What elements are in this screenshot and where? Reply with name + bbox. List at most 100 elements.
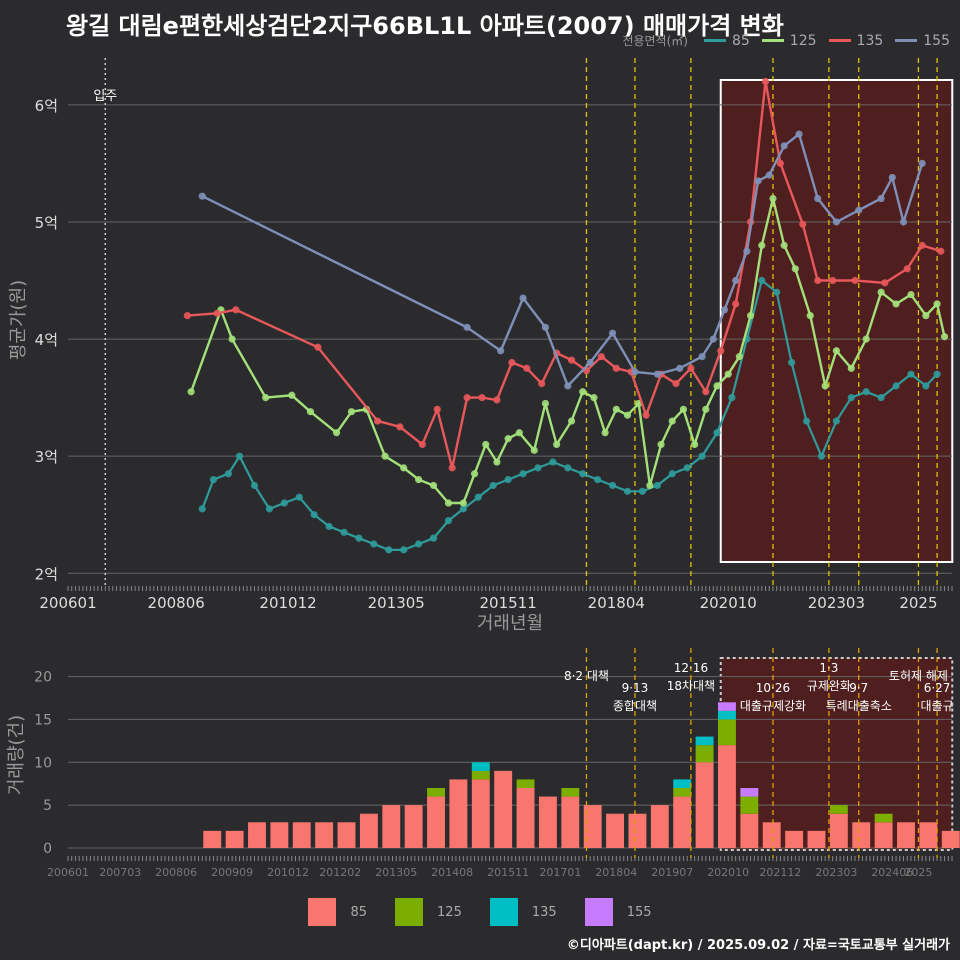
data-point-85 [265,505,274,513]
data-point-135 [213,309,221,317]
y-tick-label: 15 [34,712,52,728]
data-point-135 [538,379,546,388]
data-point-155 [765,171,773,179]
y-axis-label: 거래량(건) [6,715,27,795]
y-tick-label: 10 [34,755,52,771]
x-tick-label: 201701 [539,866,581,879]
data-point-135 [396,423,404,431]
data-point-135 [314,343,322,351]
data-point-125 [400,464,408,472]
data-point-125 [847,364,855,372]
data-point-135 [232,306,240,314]
policy-event-label: 특례대출축소 [826,699,892,713]
bottom-legend-item-85: 85 [308,898,367,926]
bottom-legend-item-125: 125 [395,898,462,926]
data-point-135 [567,356,576,364]
data-point-85 [385,546,393,554]
data-point-125 [288,391,296,399]
data-point-125 [862,335,870,343]
data-point-135 [702,388,710,396]
volume-bar-125 [427,788,445,797]
data-point-85 [549,458,557,466]
data-point-125 [504,435,512,443]
volume-bar-85 [516,788,535,848]
data-point-155 [814,194,822,203]
volume-bar-85 [583,805,602,848]
data-point-155 [698,353,706,361]
data-point-155 [709,335,717,343]
policy-event-label: 대출규 [921,699,954,713]
data-point-125 [187,388,195,396]
x-tick-label: 200909 [211,866,253,879]
volume-bar-85 [673,796,692,848]
page-title: 왕길 대림e편한세상검단2지구66BL1L 아파트(2007) 매매가격 변화 [66,12,784,40]
volume-bar-85 [561,796,580,848]
data-point-85 [209,476,218,484]
volume-bar-85 [897,822,915,848]
data-point-85 [474,493,482,501]
legend-swatch [584,898,613,926]
data-point-155 [497,347,505,355]
data-point-85 [728,394,736,402]
volume-bar-125 [471,770,490,780]
data-point-85 [400,546,408,554]
data-point-155 [608,329,617,337]
data-point-125 [553,440,561,449]
data-point-125 [769,194,777,203]
data-point-85 [250,481,259,490]
x-tick-label: 2025 [899,594,937,612]
x-tick-label: 201511 [487,866,529,879]
x-tick-label: 202010 [707,866,749,879]
data-point-85 [922,382,930,390]
data-point-125 [668,417,676,425]
data-point-85 [594,476,602,484]
data-point-155 [877,194,885,203]
x-tick-label: 200703 [99,866,141,879]
legend-title: 전용면적(㎡) [622,34,688,48]
policy-event-label: 종합대책 [613,698,657,713]
data-point-85 [877,394,885,402]
x-tick-label: 201804 [595,866,637,879]
data-point-125 [590,394,598,402]
data-point-85 [444,516,453,525]
data-point-135 [508,358,516,367]
volume-bar-85 [695,762,714,848]
volume-bar-85 [785,830,804,848]
data-point-85 [429,534,438,542]
volume-bar-85 [829,813,848,848]
data-point-125 [347,408,356,416]
data-point-125 [724,370,732,378]
data-point-125 [444,499,453,507]
policy-event-date: 9·13 [622,681,649,695]
volume-bar-85 [740,813,759,848]
x-tick-label: 200806 [155,866,197,879]
volume-bar-125 [695,745,714,763]
data-point-155 [732,276,740,285]
data-point-85 [788,358,796,367]
data-point-125 [612,405,620,413]
data-point-125 [601,429,609,437]
data-point-125 [657,440,665,449]
x-tick-label: 200601 [47,866,89,879]
data-point-135 [851,276,859,285]
data-point-135 [881,279,889,287]
volume-bar-155 [718,702,736,711]
volume-bar-125 [516,779,535,788]
highlight-period-box [719,79,954,563]
x-tick-label: 202112 [759,866,801,879]
x-tick-label: 202303 [808,594,865,612]
data-point-125 [470,470,479,478]
data-point-125 [567,417,576,425]
data-point-125 [758,241,766,249]
data-point-85 [608,481,617,490]
volume-bar-85 [203,830,222,848]
data-point-155 [888,173,896,182]
volume-bar-85 [628,813,647,848]
y-axis-label: 평균가(원) [8,280,29,360]
legend-item-125: 125 [761,33,817,49]
x-tick-label: 200806 [148,594,205,612]
data-point-135 [672,379,680,388]
legend-label: 155 [923,32,950,49]
data-point-125 [735,353,743,361]
data-point-125 [579,388,587,396]
